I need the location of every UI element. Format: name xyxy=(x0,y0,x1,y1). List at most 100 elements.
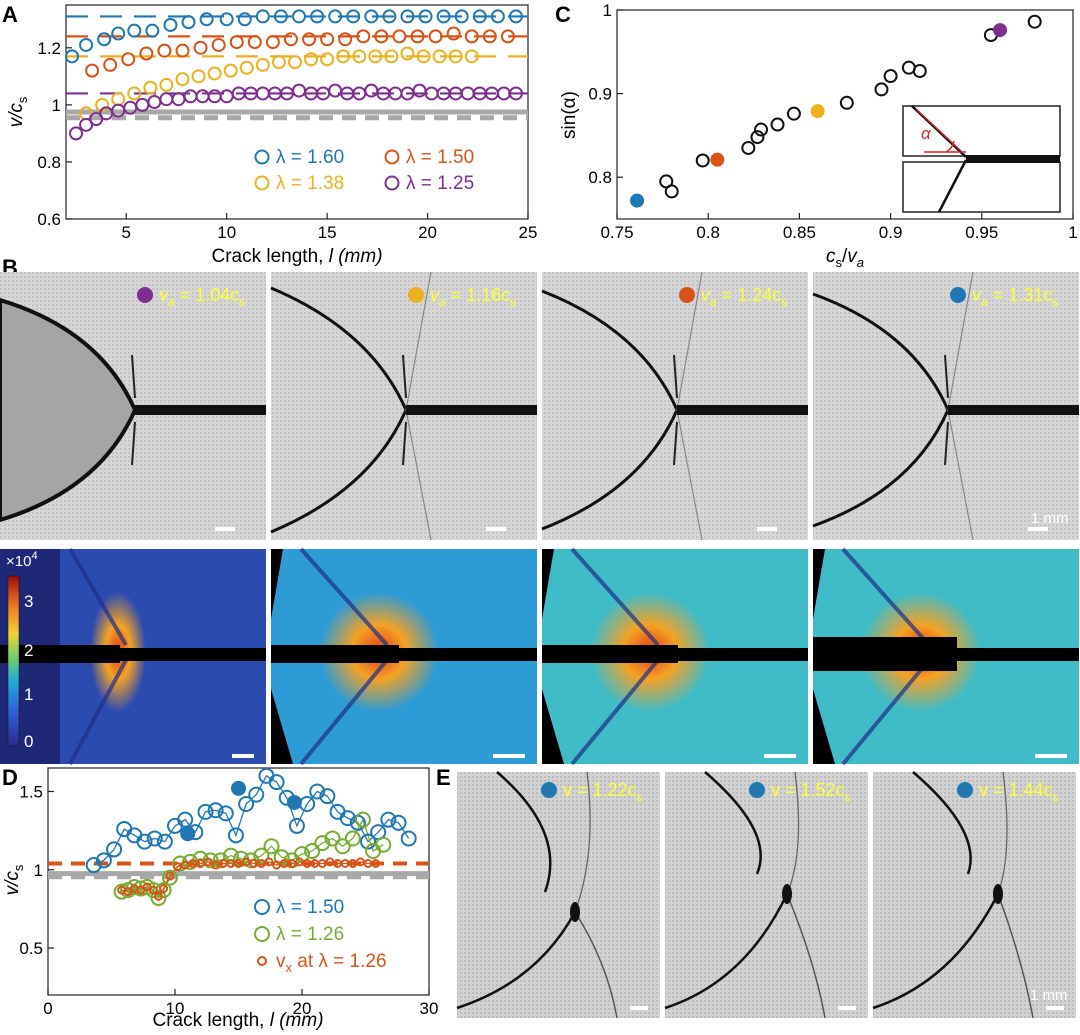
data-point xyxy=(390,814,407,831)
data-point xyxy=(95,852,112,869)
data-point xyxy=(253,847,270,864)
data-point xyxy=(374,29,389,44)
data-point xyxy=(400,830,417,847)
photo-background xyxy=(457,772,660,1018)
data-point xyxy=(500,29,515,44)
data-point xyxy=(339,810,356,827)
data-point xyxy=(1027,14,1042,29)
data-point xyxy=(384,49,399,64)
y-tick-label: 1 xyxy=(52,96,61,115)
crack-mask xyxy=(391,648,537,661)
data-point xyxy=(111,26,126,41)
data-point xyxy=(354,811,371,828)
data-point xyxy=(839,95,854,110)
crack-photo: va = 1.31cs 1 mm xyxy=(812,271,1079,541)
crack-photo: v = 1.22cs xyxy=(456,771,660,1019)
data-point xyxy=(171,92,186,107)
data-point xyxy=(412,83,427,98)
data-point xyxy=(364,83,379,98)
x-tick-label: 0.85 xyxy=(783,223,816,242)
x-tick-label: 15 xyxy=(318,223,337,242)
data-point xyxy=(111,92,126,107)
data-point xyxy=(127,86,142,101)
data-point xyxy=(193,40,208,55)
mask-corner xyxy=(542,549,554,619)
panel-b-strain-map-row xyxy=(0,547,1079,766)
data-point xyxy=(255,9,270,24)
panel-c-axes-box xyxy=(616,9,1074,220)
y-tick-label: 0.8 xyxy=(37,153,61,172)
shock-line xyxy=(405,271,432,411)
data-point xyxy=(199,12,214,27)
data-point xyxy=(352,49,367,64)
data-point xyxy=(195,89,210,104)
data-point xyxy=(148,885,158,895)
data-point xyxy=(97,32,112,47)
colorbar-tick-2: 2 xyxy=(24,641,33,660)
crack-photo: v = 1.44cs 1 mm xyxy=(872,771,1076,1019)
panel-c-x-axis-label: cs/va xyxy=(826,246,864,270)
data-point xyxy=(695,153,710,168)
legend-marker xyxy=(254,175,270,191)
mask-corner xyxy=(813,689,835,764)
crack-tip xyxy=(993,884,1003,904)
data-point xyxy=(338,32,353,47)
data-point xyxy=(132,880,149,897)
tip-feature xyxy=(402,421,407,466)
crack-mask xyxy=(662,648,808,661)
data-point-highlight xyxy=(810,104,825,119)
data-point xyxy=(360,833,377,850)
data-point xyxy=(239,60,254,75)
data-point xyxy=(207,89,222,104)
data-point xyxy=(175,43,190,58)
panel-a-data-points xyxy=(65,9,523,141)
label-dot xyxy=(541,782,557,798)
data-point xyxy=(161,869,178,886)
crack-edge xyxy=(496,771,552,893)
panel-a-asymptote-lines xyxy=(66,15,528,95)
panel-d-y-axis-label: v/cs xyxy=(2,864,26,895)
wave-front xyxy=(570,547,660,647)
data-point xyxy=(247,35,262,50)
data-point xyxy=(460,86,475,101)
data-point-highlight xyxy=(286,794,302,810)
data-point xyxy=(165,871,175,881)
data-point xyxy=(135,97,150,112)
data-point xyxy=(147,95,162,110)
data-point xyxy=(382,9,397,24)
shock-line xyxy=(676,271,703,411)
label-sub: s xyxy=(637,790,643,804)
crack-edge xyxy=(872,893,1000,1010)
data-point xyxy=(334,838,351,855)
panel-b-colorbar: ×104 3 2 1 0 xyxy=(6,550,38,751)
data-point-highlight xyxy=(993,23,1008,38)
data-point xyxy=(754,122,769,137)
panel-c-inset-alpha-label: α xyxy=(921,124,932,143)
data-point xyxy=(273,9,288,24)
data-point xyxy=(268,774,285,791)
photo-background xyxy=(665,772,868,1018)
panel-c-inset-schematic: α xyxy=(902,105,1061,213)
panel-a-ticks: 5 10 15 20 25 0.6 0.8 1 1.2 xyxy=(37,39,537,242)
data-point xyxy=(263,838,280,855)
legend-entry: λ = 1.38 xyxy=(276,173,344,194)
data-point xyxy=(490,9,505,24)
tip-feature xyxy=(131,421,136,466)
crack-mask xyxy=(120,648,266,661)
data-point xyxy=(177,811,194,828)
crack-mask xyxy=(933,648,1079,661)
data-point-highlight xyxy=(710,152,725,167)
colorbar-tick-3: 3 xyxy=(24,592,33,611)
data-point xyxy=(786,106,801,121)
crack-tip xyxy=(782,884,792,904)
data-point xyxy=(103,57,118,72)
legend-sub: x xyxy=(286,960,293,975)
scale-bar-label: 1 mm xyxy=(1031,510,1069,527)
data-point xyxy=(392,29,407,44)
data-point xyxy=(85,63,100,78)
scale-bar xyxy=(232,754,254,758)
legend-marker xyxy=(254,926,270,942)
data-point xyxy=(432,49,447,64)
data-point xyxy=(227,827,244,844)
